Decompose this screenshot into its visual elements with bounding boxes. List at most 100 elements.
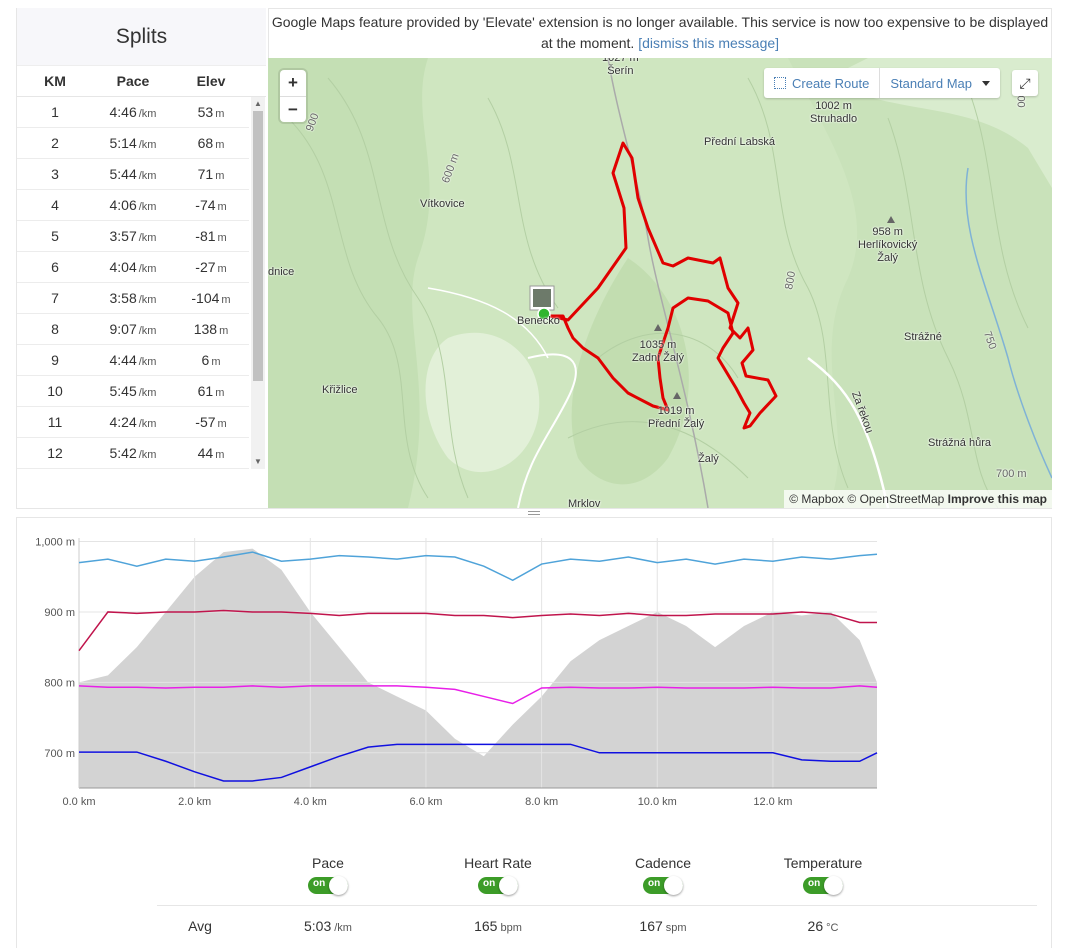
map-label-mrklov: Mrklov [568,498,601,508]
attribution-osm[interactable]: © OpenStreetMap [847,492,945,506]
split-pace: 5:42/km [93,445,173,461]
create-route-button[interactable]: Create Route [764,68,881,98]
split-km: 1 [51,104,59,120]
split-row[interactable]: 12 5:42/km 44 m [17,438,249,469]
split-elev-unit: m [217,232,227,244]
split-elev-value: -104 [191,290,220,306]
split-row[interactable]: 2 5:14/km 68 m [17,128,249,159]
split-pace-unit: /km [138,263,157,275]
split-row[interactable]: 4 4:06/km -74 m [17,190,249,221]
activity-chart[interactable]: 1,000 m 900 m 800 m 700 m 0.0 km 2.0 km 4.0 km… [16,518,1052,948]
map-label-zaly: Žalý [698,453,719,465]
cadence-line [78,685,878,705]
map-label-serin: 1027 m Šerín [602,58,639,78]
split-elev-value: -81 [195,228,216,244]
split-pace-value: 4:06 [109,197,137,213]
scroll-down-icon[interactable]: ▼ [254,457,262,466]
split-pace-value: 9:07 [109,321,137,337]
fullscreen-button[interactable]: ⤢ [1012,70,1038,96]
zoom-control: + − [280,70,306,122]
split-elev: -27 m [173,259,249,275]
split-row[interactable]: 8 9:07/km 138 m [17,314,249,345]
attribution-mapbox[interactable]: © Mapbox [789,492,845,506]
y-tick-label: 800 m [44,677,75,689]
avg-pace-unit: /km [334,921,352,934]
split-pace: 4:06/km [93,197,173,213]
split-pace-value: 3:58 [109,290,137,306]
col-elev[interactable]: Elev [196,73,226,89]
fullscreen-icon: ⤢ [1019,75,1031,91]
split-pace: 5:44/km [93,166,173,182]
scroll-thumb[interactable] [253,111,263,381]
heart-rate-toggle[interactable]: on [478,876,518,895]
split-row[interactable]: 6 4:04/km -27 m [17,252,249,283]
split-row[interactable]: 3 5:44/km 71 m [17,159,249,190]
avg-heart-rate-value: 165 [474,917,498,934]
x-tick-label: 0.0 km [62,796,95,808]
split-km: 2 [51,135,59,151]
pace-toggle[interactable]: on [308,876,348,895]
col-km[interactable]: KM [44,73,66,89]
split-pace-unit: /km [138,418,157,430]
split-km: 7 [51,290,59,306]
map-label-serin-text: 1027 m Šerín [602,58,639,77]
split-row[interactable]: 1 4:46/km 53 m [17,97,249,128]
split-pace-value: 3:57 [109,228,137,244]
peak-icon [673,392,681,399]
avg-label: Avg [188,917,212,934]
map-label-dnice: dnice [268,266,295,278]
split-row[interactable]: 10 5:45/km 61 m [17,376,249,407]
split-row[interactable]: 11 4:24/km -57 m [17,407,249,438]
split-pace: 3:58/km [93,290,173,306]
scroll-up-icon[interactable]: ▲ [254,99,262,108]
split-pace: 4:46/km [93,104,173,120]
zoom-out-button[interactable]: − [280,96,306,122]
map-label-benecko: Benecko [517,315,560,327]
split-pace: 9:07/km [93,321,173,337]
split-elev-value: -27 [195,259,216,275]
grip-icon [528,511,540,515]
split-elev: -81 m [173,228,249,244]
map-label-predni-zaly: 1019 m Přední Žalý [648,405,704,431]
split-pace-value: 4:04 [109,259,137,275]
route-map[interactable]: 1027 m Šerín 1002 m Struhadlo Přední Lab… [268,58,1052,508]
zoom-in-button[interactable]: + [288,73,298,92]
avg-pace: 5:03/km [243,918,413,934]
dismiss-message-link[interactable]: [dismiss this message] [638,35,780,51]
pace-line [79,743,878,782]
split-row[interactable]: 7 3:58/km -104 m [17,283,249,314]
map-type-select[interactable]: Standard Map [880,68,1000,98]
heart-rate-toggle-label: on [483,878,496,889]
avg-heart-rate: 165 bpm [413,918,583,934]
split-km: 12 [47,445,63,461]
split-km: 3 [51,166,59,182]
create-route-label: Create Route [792,75,870,91]
map-label-vitkovice: Vítkovice [420,198,465,210]
stat-label-cadence: Cadence [634,855,692,871]
split-elev-value: 6 [201,352,210,368]
col-pace[interactable]: Pace [116,73,150,89]
map-attribution: © Mapbox © OpenStreetMap Improve this ma… [784,490,1052,508]
split-pace: 4:24/km [93,414,173,430]
split-elev-value: 68 [197,135,214,151]
panel-resize-handle[interactable] [16,508,1052,518]
split-pace-unit: /km [138,139,157,151]
split-pace: 4:04/km [93,259,173,275]
split-row[interactable]: 5 3:57/km -81 m [17,221,249,252]
stat-col-temperature: Temperature on [743,855,903,905]
chart-svg: 1,000 m 900 m 800 m 700 m 0.0 km 2.0 km 4.0 km… [35,537,878,808]
split-pace-value: 5:14 [109,135,137,151]
splits-scrollbar[interactable]: ▲ ▼ [251,97,265,469]
temperature-line [78,609,877,652]
cadence-toggle[interactable]: on [643,876,683,895]
split-pace-unit: /km [138,170,157,182]
splits-table-body[interactable]: 1 4:46/km 53 m 2 5:14/km 68 m 3 5:44/km 71 m 4 4:06/k… [17,97,266,469]
peak-icon [887,216,895,223]
attribution-improve[interactable]: Improve this map [947,492,1047,506]
temperature-toggle[interactable]: on [803,876,843,895]
split-elev-unit: m [215,139,225,151]
split-row[interactable]: 9 4:44/km 6 m [17,345,249,376]
split-pace-value: 5:45 [109,383,137,399]
split-elev-unit: m [215,449,225,461]
